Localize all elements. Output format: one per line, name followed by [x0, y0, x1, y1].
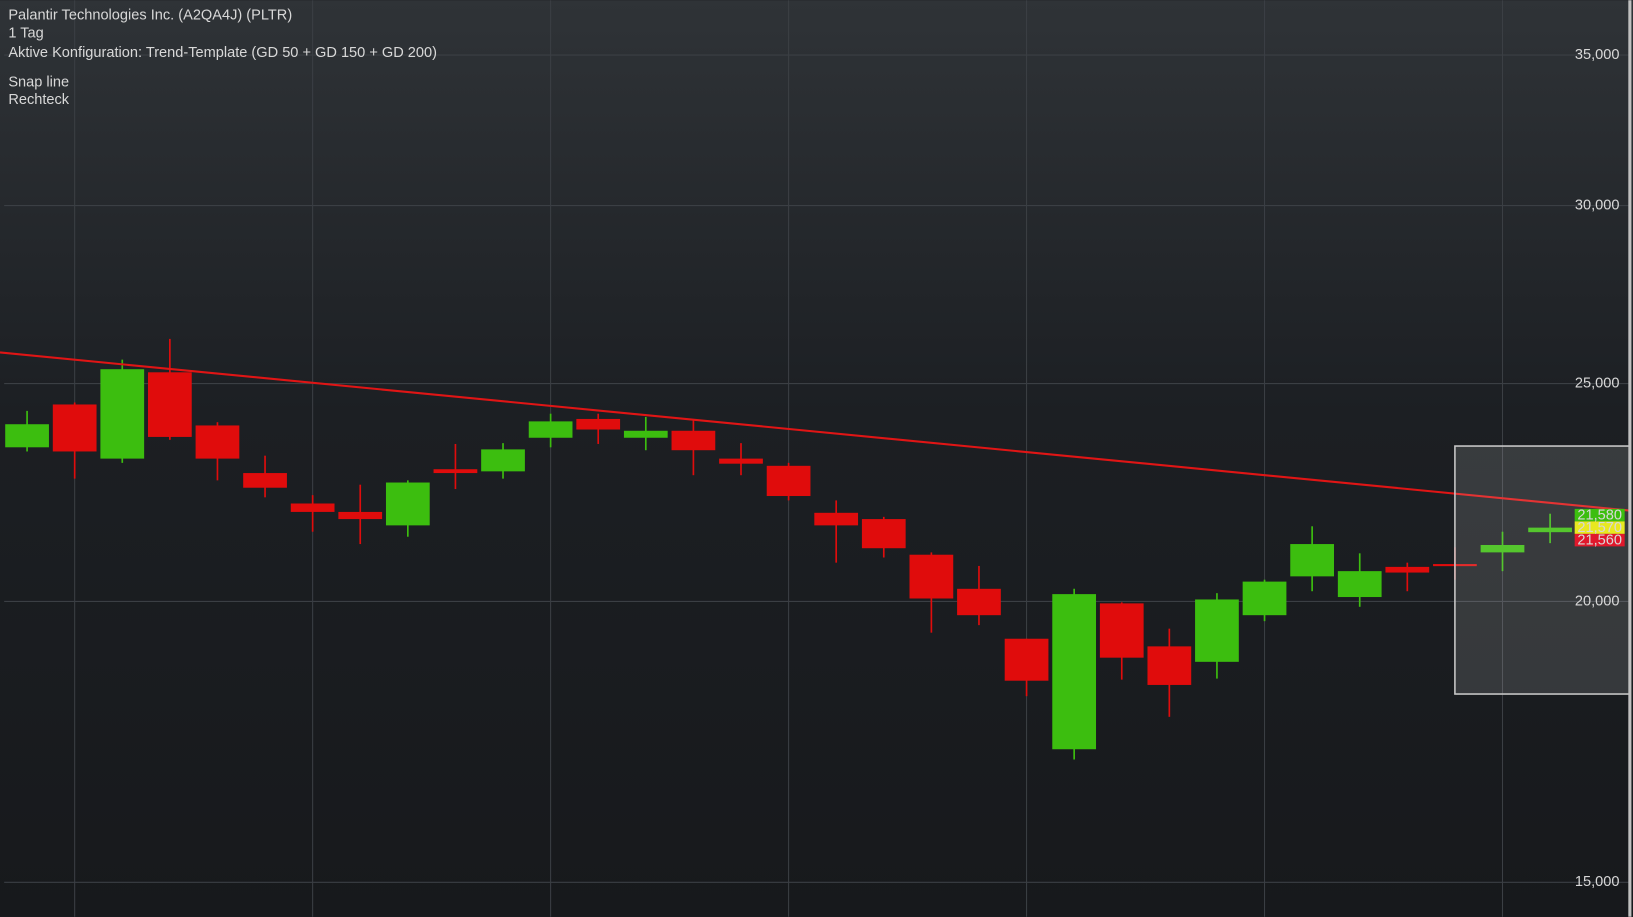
candle-body [1385, 566, 1430, 573]
legend-entry: Snap line [8, 74, 69, 90]
candle-body [766, 465, 811, 497]
candle-body [576, 418, 621, 430]
candle-body [1147, 646, 1192, 685]
candle-body [909, 554, 954, 599]
price-label-box [1574, 521, 1625, 534]
rectangle-drawing [1454, 445, 1631, 695]
configuration: Aktive Konfiguration: Trend-Template (GD… [8, 45, 437, 61]
candle-body [1099, 603, 1144, 658]
legend-entry: Rechteck [8, 92, 69, 108]
legend: Snap line Rechteck [8, 74, 69, 108]
candle-body [1337, 571, 1382, 598]
chart-title: Palantir Technologies Inc. (A2QA4J) (PLT… [8, 8, 292, 24]
candle-body [243, 473, 287, 488]
candle-body [385, 482, 430, 526]
price-label: 21,580 [1577, 508, 1622, 524]
price-label-box [1574, 533, 1625, 547]
candle-body [528, 421, 573, 438]
y-tick-label: 25,000 [1575, 375, 1620, 391]
candle-body [52, 404, 97, 452]
y-tick-label: 35,000 [1575, 47, 1620, 63]
candle-body [481, 449, 525, 472]
plot [0, 338, 1631, 760]
candle-body [1004, 638, 1049, 681]
candle-body [1242, 581, 1287, 616]
candle-body [1052, 594, 1097, 750]
candle-body [861, 519, 906, 549]
y-tick-label: 15,000 [1575, 874, 1620, 890]
candle-body [623, 430, 668, 438]
candle-body [671, 430, 716, 451]
candle-body [814, 512, 859, 526]
candle-body [5, 424, 49, 448]
candle-body [719, 458, 763, 464]
candle-body [195, 425, 240, 459]
candle-body [290, 503, 335, 512]
price-label-box [1574, 508, 1625, 522]
candle-body [1195, 599, 1239, 662]
y-tick-label: 20,000 [1575, 593, 1620, 609]
candle-body [1528, 527, 1572, 533]
candle-body [100, 369, 145, 459]
candle-body [1480, 544, 1525, 553]
candle-body [433, 469, 478, 474]
candle-body [147, 372, 192, 437]
price-label: 21,560 [1577, 532, 1622, 548]
chart-subtitle: 1 Tag [8, 25, 43, 41]
candle-body [1290, 544, 1334, 577]
price-label: 21,570 [1577, 520, 1622, 536]
y-tick-label: 30,000 [1575, 197, 1620, 213]
candle-body [957, 588, 1001, 616]
trend-line [0, 351, 1630, 512]
candle-body [338, 511, 383, 520]
